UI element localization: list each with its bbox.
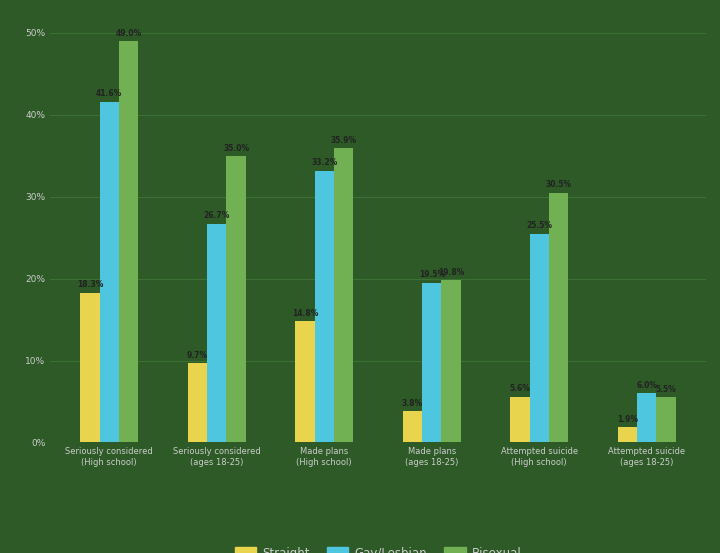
Text: 6.0%: 6.0% bbox=[636, 381, 657, 390]
Bar bbox=[207, 224, 226, 442]
Text: 3.8%: 3.8% bbox=[402, 399, 423, 408]
Text: 9.7%: 9.7% bbox=[186, 351, 208, 359]
Bar bbox=[402, 411, 422, 442]
Bar bbox=[549, 192, 568, 442]
Bar bbox=[510, 397, 530, 442]
Legend: Straight, Gay/Lesbian, Bisexual: Straight, Gay/Lesbian, Bisexual bbox=[230, 542, 526, 553]
Bar bbox=[119, 41, 138, 442]
Text: 5.5%: 5.5% bbox=[656, 385, 677, 394]
Text: 35.0%: 35.0% bbox=[223, 144, 249, 153]
Text: 18.3%: 18.3% bbox=[76, 280, 103, 289]
Text: 5.6%: 5.6% bbox=[510, 384, 531, 393]
Text: 19.5%: 19.5% bbox=[419, 270, 445, 279]
Text: 26.7%: 26.7% bbox=[204, 211, 230, 221]
Bar bbox=[188, 363, 207, 442]
Bar bbox=[295, 321, 315, 442]
Bar bbox=[637, 393, 657, 442]
Bar bbox=[334, 148, 354, 442]
Bar bbox=[657, 398, 676, 442]
Bar bbox=[226, 156, 246, 442]
Text: 25.5%: 25.5% bbox=[526, 221, 552, 230]
Text: 19.8%: 19.8% bbox=[438, 268, 464, 277]
Text: 33.2%: 33.2% bbox=[311, 158, 338, 167]
Text: 30.5%: 30.5% bbox=[546, 180, 572, 189]
Text: 49.0%: 49.0% bbox=[115, 29, 142, 38]
Bar bbox=[315, 170, 334, 442]
Bar bbox=[99, 102, 119, 442]
Text: 1.9%: 1.9% bbox=[617, 415, 638, 424]
Text: 14.8%: 14.8% bbox=[292, 309, 318, 318]
Bar bbox=[441, 280, 461, 442]
Text: 41.6%: 41.6% bbox=[96, 90, 122, 98]
Bar bbox=[618, 427, 637, 442]
Bar bbox=[80, 293, 99, 442]
Bar bbox=[422, 283, 441, 442]
Text: 35.9%: 35.9% bbox=[330, 136, 356, 145]
Bar bbox=[530, 233, 549, 442]
